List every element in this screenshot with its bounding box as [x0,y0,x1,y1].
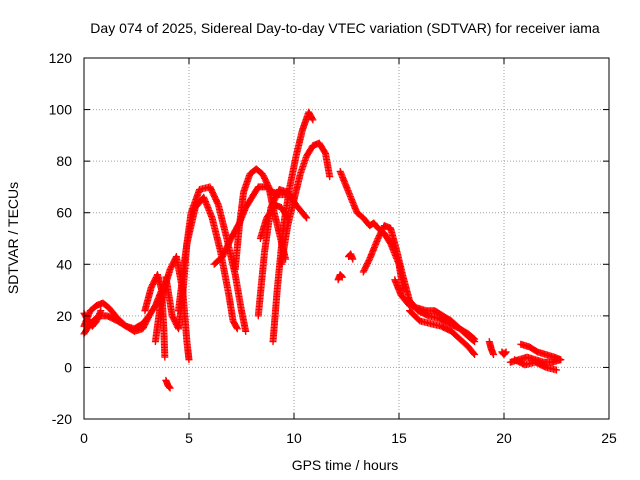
data-point [338,273,346,281]
data-point [97,307,105,315]
data-point [165,383,173,391]
series-arc-19 [391,276,479,346]
data-point [471,351,479,359]
data-point [338,272,346,280]
y-axis-label: SDTVAR / TECUs [5,182,21,294]
y-tick-label: 60 [56,205,72,221]
plot-frame [83,57,610,420]
data-point [471,338,479,346]
data-point [302,213,310,221]
data-point [502,348,510,356]
series-arc-17 [345,250,357,263]
y-tick-label: 100 [49,102,73,118]
data-point [309,116,317,124]
series-arc-13 [269,108,317,346]
y-tick-label: 20 [56,308,72,324]
x-tick-label: 10 [286,430,302,446]
data-point [490,351,497,359]
data-point [185,356,193,364]
data-point [470,349,478,357]
data-point [557,356,565,364]
series-arc-24 [517,340,565,364]
y-tick-label: 80 [56,153,72,169]
data-point [233,323,241,331]
data-points [80,108,565,392]
y-tick-label: 120 [49,50,73,66]
series-arc-21 [485,338,497,359]
series-arc-12 [256,201,292,242]
data-point [303,214,311,222]
data-point [161,353,169,361]
y-tick-label: 40 [56,256,72,272]
data-point [242,327,250,335]
series-arc-03 [80,307,105,330]
data-point [326,173,334,181]
y-tick-label: -20 [52,411,72,427]
x-axis-label: GPS time / hours [292,457,399,473]
y-tick-label: 0 [64,359,72,375]
data-point [349,255,357,263]
data-point [308,115,316,123]
data-point [470,337,478,345]
series-arc-06 [162,376,174,392]
chart-title: Day 074 of 2025, Sidereal Day-to-day VTE… [90,20,600,36]
x-tick-label: 5 [185,430,193,446]
x-tick-label: 0 [80,430,88,446]
series-arc-22 [498,348,510,359]
data-point [233,325,241,333]
axes: 0 5 10 15 20 25 -20 0 20 40 60 80 100 120 [49,50,617,446]
data-point [166,384,174,392]
data-point [501,349,509,357]
data-point [145,312,153,320]
series-arc-15 [334,271,346,284]
data-point [553,366,560,374]
series-arc-20 [406,307,479,359]
data-point [144,313,152,321]
series-arc-14 [277,139,334,268]
x-tick-label: 20 [496,430,512,446]
x-tick-label: 15 [391,430,407,446]
x-tick-label: 25 [601,430,617,446]
series-arc-25 [511,356,560,374]
